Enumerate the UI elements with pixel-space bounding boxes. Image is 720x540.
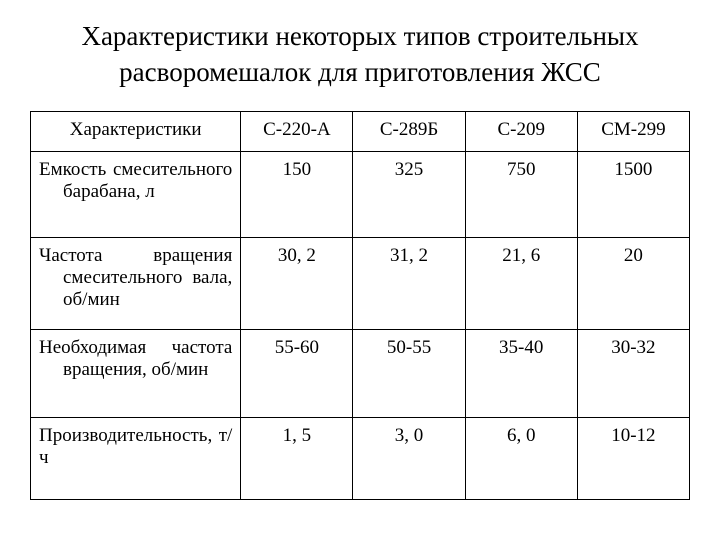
label-line3: об/мин (39, 289, 232, 311)
header-first: Характеристики (31, 111, 241, 151)
cell: 1, 5 (241, 417, 353, 499)
cell: 10-12 (577, 417, 689, 499)
header-col-3: С-209 (465, 111, 577, 151)
cell: 50-55 (353, 329, 465, 417)
cell: 21, 6 (465, 237, 577, 329)
cell: 55-60 (241, 329, 353, 417)
table-row: Производительность, т/ч 1, 5 3, 0 6, 0 1… (31, 417, 690, 499)
row-label: Необходимая частота вращения, об/мин (31, 329, 241, 417)
label-line1: Частота вращения (39, 245, 232, 267)
table-header-row: Характеристики С-220-А С-289Б С-209 СМ-2… (31, 111, 690, 151)
label-line2: барабана, л (39, 181, 232, 203)
row-label: Производительность, т/ч (31, 417, 241, 499)
label-line1: Емкость смесительного (39, 159, 232, 181)
label-line1: Производительность, т/ч (39, 425, 232, 468)
slide-title: Характеристики некоторых типов строитель… (30, 18, 690, 91)
header-col-4: СМ-299 (577, 111, 689, 151)
header-col-2: С-289Б (353, 111, 465, 151)
characteristics-table: Характеристики С-220-А С-289Б С-209 СМ-2… (30, 111, 690, 500)
cell: 6, 0 (465, 417, 577, 499)
table-row: Необходимая частота вращения, об/мин 55-… (31, 329, 690, 417)
cell: 30, 2 (241, 237, 353, 329)
cell: 1500 (577, 151, 689, 237)
cell: 750 (465, 151, 577, 237)
table-row: Емкость смесительного барабана, л 150 32… (31, 151, 690, 237)
header-col-1: С-220-А (241, 111, 353, 151)
cell: 20 (577, 237, 689, 329)
cell: 30-32 (577, 329, 689, 417)
label-line1: Необходимая частота (39, 337, 232, 359)
label-line2: вращения, об/мин (39, 359, 232, 381)
cell: 31, 2 (353, 237, 465, 329)
cell: 150 (241, 151, 353, 237)
cell: 325 (353, 151, 465, 237)
row-label: Частота вращения смесительного вала, об/… (31, 237, 241, 329)
cell: 35-40 (465, 329, 577, 417)
cell: 3, 0 (353, 417, 465, 499)
row-label: Емкость смесительного барабана, л (31, 151, 241, 237)
table-row: Частота вращения смесительного вала, об/… (31, 237, 690, 329)
label-line2: смесительного вала, (39, 267, 232, 289)
